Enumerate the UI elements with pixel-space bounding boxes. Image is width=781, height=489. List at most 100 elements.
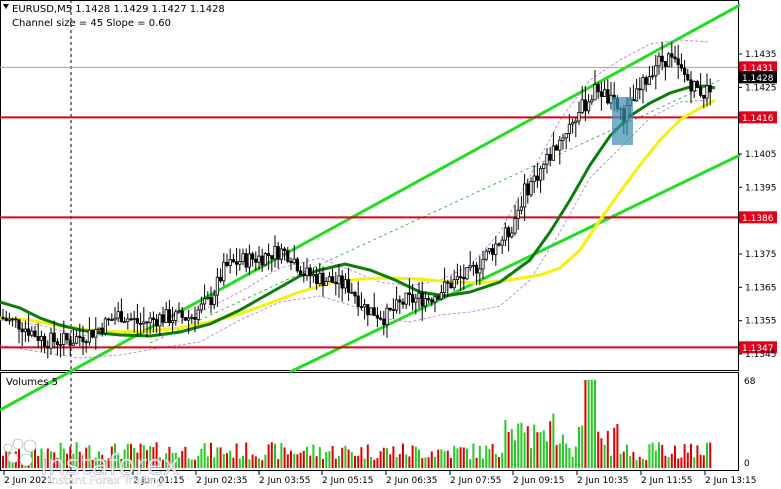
- candle: [52, 320, 56, 349]
- candle: [174, 309, 178, 326]
- candle: [116, 301, 120, 323]
- candle: [298, 265, 303, 277]
- candle: [583, 86, 588, 122]
- candle: [103, 316, 107, 336]
- channel-lower-line: [289, 153, 741, 374]
- candle: [126, 313, 130, 330]
- candle: [503, 222, 508, 247]
- candle: [321, 266, 325, 297]
- candle: [378, 310, 383, 321]
- candle: [660, 41, 664, 71]
- candle: [564, 132, 568, 150]
- candle: [548, 147, 552, 167]
- candle: [465, 267, 469, 281]
- candle: [100, 322, 104, 337]
- candle: [545, 148, 549, 174]
- candle: [366, 304, 370, 327]
- candle: [471, 261, 476, 276]
- level-badge-label: 1.1431: [742, 64, 774, 74]
- candle: [215, 267, 219, 307]
- candle: [452, 269, 456, 291]
- candle: [695, 79, 700, 89]
- candle: [186, 309, 191, 334]
- candle: [209, 286, 213, 314]
- volumes-title: Volumes 5: [6, 377, 58, 388]
- candle: [247, 244, 251, 276]
- candle: [641, 74, 645, 104]
- volume-bars: [2, 380, 712, 468]
- candle: [401, 298, 405, 309]
- candle: [487, 248, 492, 255]
- candle: [375, 306, 380, 328]
- price-tick-label: 1.1365: [745, 283, 777, 293]
- level-badge-label: 1.1347: [742, 344, 774, 354]
- price-axis: 1.1435 1.1425 1.1405 1.1395 1.1375 1.1365 1.13…: [738, 50, 777, 360]
- candle: [17, 318, 21, 344]
- candle: [295, 256, 300, 274]
- price-tick-label: 1.1355: [745, 317, 777, 327]
- candle: [225, 253, 229, 268]
- candle: [305, 257, 309, 281]
- level-badge-support: [739, 341, 777, 354]
- volume-panel-frame: [0, 372, 739, 471]
- price-tick-label: 1.1395: [745, 183, 777, 193]
- candle: [218, 268, 223, 283]
- candle: [606, 79, 610, 105]
- candle: [324, 277, 328, 286]
- candle: [699, 73, 703, 98]
- time-tick-label: 2 Jun 13:15: [705, 476, 756, 486]
- candle: [337, 263, 341, 298]
- candle: [481, 251, 485, 280]
- candle: [75, 329, 79, 345]
- candle: [7, 312, 11, 325]
- candle: [391, 298, 396, 319]
- candle: [129, 312, 133, 321]
- candle: [513, 204, 517, 236]
- candle: [68, 333, 72, 356]
- candle: [500, 236, 504, 254]
- candle: [250, 251, 255, 267]
- candle: [398, 295, 402, 315]
- watermark-brand: instaforex: [40, 448, 179, 481]
- candle: [135, 303, 139, 337]
- candle: [599, 82, 604, 111]
- level-badge-label: 1.1416: [742, 114, 774, 124]
- price-tick-label: 1.1425: [745, 83, 777, 93]
- candle: [689, 71, 693, 104]
- candle: [279, 243, 284, 264]
- price-tick-label: 1.1435: [745, 50, 777, 60]
- time-tick-label: 2 Jun 11:55: [641, 476, 692, 486]
- envelope-lower: [0, 99, 711, 359]
- ma-slow-line: [0, 98, 716, 334]
- level-badge-label: 1.1386: [742, 214, 774, 224]
- candle: [273, 235, 277, 268]
- candle: [394, 286, 399, 314]
- time-tick-label: 2 Jun 07:55: [450, 476, 501, 486]
- candle: [282, 246, 287, 261]
- candle: [667, 52, 671, 67]
- candle: [244, 248, 248, 273]
- candle: [702, 94, 706, 109]
- candle: [506, 225, 511, 252]
- candle: [14, 316, 18, 329]
- candle: [593, 69, 597, 101]
- candle: [167, 299, 171, 327]
- candle: [561, 133, 565, 150]
- candle: [478, 256, 482, 286]
- candle: [190, 314, 194, 324]
- watermark-tagline: Instant Forex Trading: [48, 474, 164, 487]
- candle: [449, 276, 453, 289]
- candle: [683, 60, 687, 83]
- candle: [679, 53, 684, 72]
- price-tick-label: 1.1375: [745, 250, 777, 260]
- candle: [113, 307, 117, 325]
- candle: [196, 305, 200, 325]
- instaforex-watermark: instaforex Instant Forex Trading: [3, 438, 180, 487]
- candle: [474, 262, 479, 286]
- candle: [132, 310, 136, 333]
- candle: [107, 317, 111, 326]
- candle: [430, 297, 434, 307]
- candle: [39, 330, 44, 352]
